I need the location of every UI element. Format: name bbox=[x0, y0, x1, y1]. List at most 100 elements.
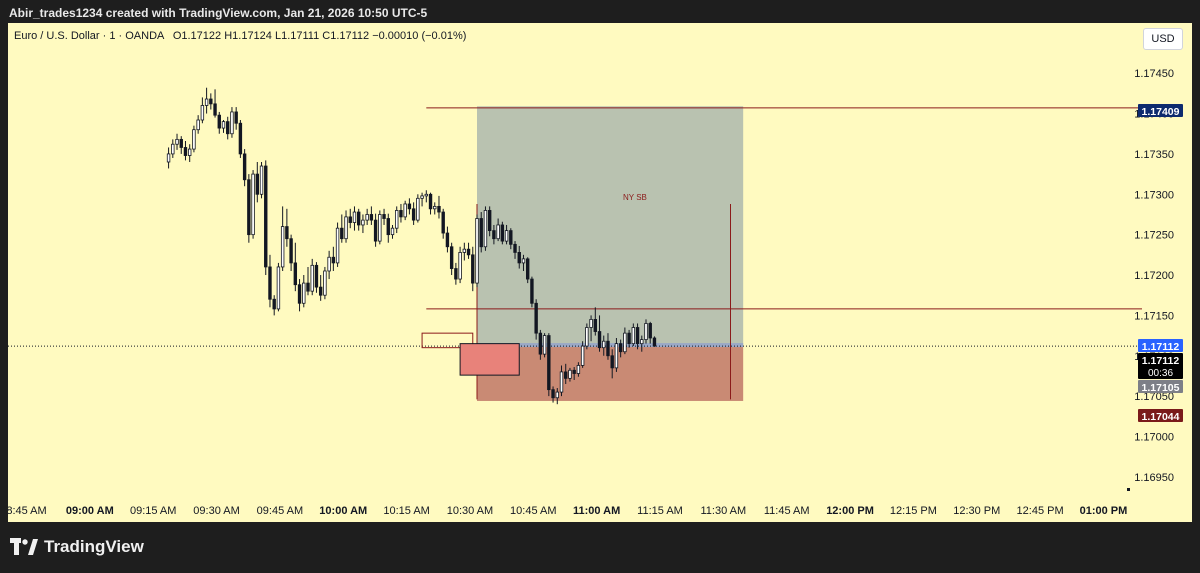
price-label-text: 1.17105 bbox=[1142, 382, 1180, 394]
price-label-bg bbox=[1138, 353, 1183, 379]
candle-body bbox=[395, 210, 399, 229]
candle-body bbox=[382, 214, 386, 219]
candle-body bbox=[534, 302, 538, 334]
candle-body bbox=[483, 210, 488, 248]
candle-body bbox=[420, 195, 424, 199]
price-label-target: 1.17409 bbox=[1138, 104, 1183, 118]
candle-body bbox=[242, 153, 247, 181]
candle-body bbox=[166, 153, 171, 163]
candle-body bbox=[238, 122, 243, 155]
candle-body bbox=[264, 165, 268, 268]
price-label-stop: 1.17044 bbox=[1138, 409, 1183, 423]
candle-body bbox=[403, 203, 407, 218]
candle-body bbox=[564, 371, 568, 379]
candle-body bbox=[259, 165, 264, 195]
fvg-box-upper bbox=[421, 332, 474, 349]
symbol-legend: Euro / U.S. Dollar · 1 · OANDA O1.17122 … bbox=[14, 30, 466, 42]
y-tick-label: 1.17200 bbox=[1134, 270, 1174, 282]
candle-body bbox=[399, 210, 403, 218]
candle-body bbox=[454, 268, 458, 280]
candle-body bbox=[352, 211, 357, 223]
candle-body bbox=[492, 230, 496, 240]
candle-body bbox=[234, 111, 238, 124]
stop-zone bbox=[477, 346, 744, 401]
candle-body bbox=[416, 197, 420, 221]
x-tick-label: 11:30 AM bbox=[701, 505, 747, 517]
candle-body bbox=[521, 258, 526, 264]
candle-body bbox=[196, 119, 200, 131]
candle-body bbox=[318, 286, 323, 296]
price-label-bg bbox=[1138, 104, 1183, 117]
price-label-entry: 1.17112 bbox=[1138, 339, 1183, 353]
candle-body bbox=[348, 216, 352, 223]
candle-body bbox=[272, 298, 276, 310]
candle-body bbox=[204, 98, 209, 106]
candle-body bbox=[268, 266, 272, 300]
entry-band bbox=[477, 343, 744, 348]
price-label-current: 1.17105 bbox=[1138, 380, 1183, 394]
candle-body bbox=[526, 258, 530, 280]
candle-body bbox=[335, 227, 340, 264]
candle-body bbox=[462, 248, 467, 253]
candle-body bbox=[572, 369, 576, 374]
candle-body bbox=[179, 138, 183, 148]
candle-body bbox=[390, 227, 395, 236]
candle-body bbox=[610, 355, 614, 369]
candle-body bbox=[310, 264, 314, 292]
x-tick-label: 09:15 AM bbox=[130, 505, 176, 517]
candle-body bbox=[175, 138, 179, 145]
candle-body bbox=[580, 345, 585, 366]
ohlc-values: O1.17122 H1.17124 L1.17111 C1.17112 −0.0… bbox=[172, 30, 467, 42]
candle-body bbox=[559, 371, 564, 393]
candle-body bbox=[433, 205, 437, 210]
x-tick-label: 10:30 AM bbox=[447, 505, 493, 517]
candle-body bbox=[424, 193, 428, 197]
candle-body bbox=[555, 391, 559, 399]
candle-body bbox=[323, 270, 327, 296]
x-tick-label: 10:15 AM bbox=[383, 505, 429, 517]
candle-body bbox=[200, 105, 205, 121]
candle-body bbox=[285, 226, 289, 240]
y-tick-label: 1.17050 bbox=[1134, 391, 1174, 403]
candle-body bbox=[289, 238, 293, 264]
chart-area[interactable]: NY SB 1.174501.174001.173501.173001.1725… bbox=[8, 23, 1192, 522]
candle-body bbox=[449, 246, 454, 269]
countdown-text: 00:36 bbox=[1148, 368, 1173, 379]
tradingview-logo-icon bbox=[10, 538, 38, 555]
candle-body bbox=[302, 282, 306, 304]
candle-body bbox=[606, 340, 610, 357]
candle-body bbox=[226, 121, 230, 135]
candle-body bbox=[635, 327, 640, 345]
y-tick-label: 1.17450 bbox=[1134, 68, 1174, 80]
candle-body bbox=[365, 214, 369, 221]
candle-body bbox=[340, 227, 344, 240]
price-chart[interactable]: NY SB 1.174501.174001.173501.173001.1725… bbox=[8, 23, 1192, 522]
candle-body bbox=[293, 262, 298, 286]
candle-body bbox=[627, 332, 631, 345]
candle-body bbox=[361, 219, 365, 226]
candle-body bbox=[445, 232, 450, 248]
candle-body bbox=[568, 369, 572, 379]
price-label-text: 1.17112 bbox=[1142, 355, 1180, 367]
x-tick-label: 11:45 AM bbox=[764, 505, 810, 517]
x-tick-label: 12:15 PM bbox=[890, 505, 937, 517]
candle-body bbox=[217, 114, 221, 129]
x-tick-label: 12:30 PM bbox=[953, 505, 1000, 517]
candle-body bbox=[538, 332, 543, 355]
x-tick-label: 11:15 AM bbox=[637, 505, 683, 517]
chart-caption: Abir_trades1234 created with TradingView… bbox=[9, 6, 428, 20]
candle-body bbox=[513, 243, 517, 253]
brand-name: TradingView bbox=[44, 537, 144, 556]
currency-button[interactable]: USD bbox=[1143, 28, 1183, 50]
y-tick-label: 1.17150 bbox=[1134, 310, 1174, 322]
fvg-box-lower bbox=[459, 343, 520, 376]
candle-body bbox=[551, 389, 555, 399]
candle-body bbox=[171, 143, 175, 155]
axis-marker bbox=[1127, 488, 1130, 491]
candle-body bbox=[640, 339, 644, 345]
x-tick-label: 01:00 PM bbox=[1080, 505, 1128, 517]
symbol-name: Euro / U.S. Dollar · 1 · OANDA bbox=[14, 30, 164, 42]
price-label-text: 1.17112 bbox=[1142, 341, 1180, 353]
candle-body bbox=[602, 340, 606, 349]
